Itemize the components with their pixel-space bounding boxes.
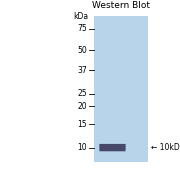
Text: 20: 20 [78, 102, 87, 111]
Text: kDa: kDa [73, 12, 88, 21]
Text: 75: 75 [78, 24, 87, 33]
Text: 50: 50 [78, 46, 87, 55]
Text: 15: 15 [78, 120, 87, 129]
Text: 25: 25 [78, 89, 87, 98]
Text: 10: 10 [78, 143, 87, 152]
Text: Western Blot: Western Blot [92, 1, 150, 10]
Text: ← 10kDa: ← 10kDa [151, 143, 180, 152]
Text: 37: 37 [78, 66, 87, 75]
Bar [94, 16, 148, 162]
FancyBboxPatch shape [99, 144, 126, 151]
